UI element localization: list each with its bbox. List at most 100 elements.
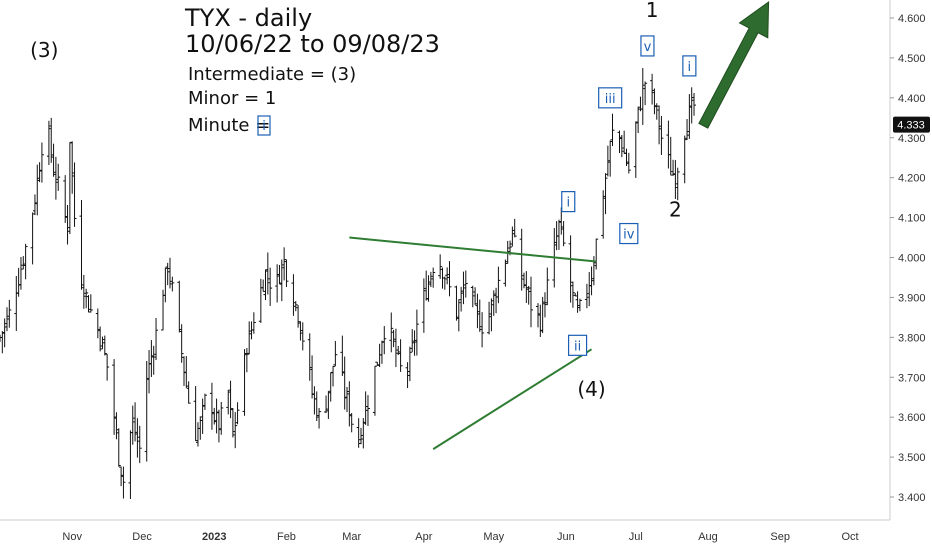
ohlc-bar	[135, 418, 140, 458]
ohlc-bar	[200, 398, 205, 434]
ohlc-bar	[603, 173, 608, 215]
ohlc-bar	[379, 340, 384, 364]
ohlc-bar	[326, 390, 331, 419]
ohlc-bar	[165, 262, 170, 286]
ohlc-bar	[37, 162, 42, 183]
ohlc-bar	[524, 271, 529, 303]
ohlc-bar	[624, 148, 629, 167]
ohlc-bar	[622, 130, 627, 154]
ohlc-bar	[398, 339, 403, 372]
ohlc-bar	[100, 336, 105, 350]
wave-label: iii	[605, 92, 616, 107]
ohlc-bar	[235, 402, 240, 425]
ohlc-bar	[424, 270, 429, 301]
ohlc-bar	[594, 238, 599, 270]
ohlc-bar	[512, 218, 517, 238]
ohlc-bar	[608, 140, 613, 177]
ohlc-bar	[407, 346, 412, 382]
ohlc-bar	[526, 285, 531, 305]
ohlc-bar	[324, 395, 329, 414]
ohlc-bar	[491, 290, 496, 316]
wave-label: ii	[574, 339, 581, 354]
ohlc-bar	[119, 466, 124, 487]
ohlc-bar	[137, 425, 142, 464]
x-tick-label: Sep	[770, 531, 790, 543]
ohlc-bar	[233, 412, 238, 449]
ohlc-bar	[7, 299, 12, 328]
ohlc-bar	[342, 356, 347, 410]
note-intermediate: Intermediate = (3)	[188, 64, 356, 85]
time-axis: Nov Dec 2023 Feb Mar Apr May Jun Jul Aug Sep Oct	[62, 531, 858, 543]
ohlc-bar	[282, 247, 287, 281]
trendline	[349, 236, 597, 263]
x-tick-label: Feb	[277, 531, 296, 543]
ohlc-bar	[480, 312, 485, 348]
y-tick-label: 4.000	[898, 253, 926, 265]
ohlc-bar	[144, 360, 149, 462]
ohlc-bar	[689, 87, 694, 124]
ohlc-bar	[331, 365, 336, 387]
y-tick-label: 4.200	[898, 173, 926, 185]
ohlc-bar	[251, 312, 256, 334]
ohlc-bar	[105, 353, 110, 381]
ohlc-bar	[575, 291, 580, 313]
ohlc-bar	[4, 307, 9, 332]
ohlc-bar	[447, 261, 452, 297]
ohlc-bar	[687, 94, 692, 139]
y-tick-label: 3.400	[898, 492, 926, 504]
ohlc-bar	[561, 221, 566, 247]
ohlc-bar	[314, 391, 319, 422]
ohlc-bar	[461, 271, 466, 305]
ohlc-bar	[154, 318, 159, 361]
y-tick-label: 4.600	[898, 13, 926, 25]
ohlc-bar	[293, 301, 298, 312]
ohlc-bar	[214, 398, 219, 434]
y-tick-label: 3.700	[898, 372, 926, 384]
ohlc-bar	[426, 275, 431, 302]
ohlc-bar	[636, 106, 641, 134]
ohlc-bar	[151, 345, 156, 375]
ohlc-bar	[53, 156, 58, 200]
ohlc-bar	[98, 326, 103, 352]
ohlc-bar	[49, 117, 54, 163]
ohlc-bar	[692, 92, 697, 116]
wave-label: (4)	[577, 377, 605, 401]
ohlc-bar	[601, 190, 606, 239]
ohlc-bar	[112, 359, 117, 435]
ohlc-bar	[0, 334, 2, 342]
ohlc-bar	[312, 386, 317, 415]
ohlc-bar	[279, 259, 284, 302]
ohlc-bar	[67, 141, 72, 235]
ohlc-bar	[349, 413, 354, 433]
ohlc-bar	[63, 175, 68, 223]
ohlc-bar	[258, 278, 263, 323]
ohlc-bar	[535, 303, 540, 328]
ohlc-bar	[473, 287, 478, 305]
price-axis: 4.600 4.500 4.400 4.300 4.200 4.100 4.000 3.900…	[890, 13, 926, 504]
ohlc-bar	[412, 330, 417, 356]
ohlc-bar	[179, 324, 184, 363]
ohlc-bar	[584, 283, 589, 309]
ohlc-bar	[675, 167, 680, 201]
ohlc-bar	[130, 405, 135, 445]
wave-label-box	[598, 87, 623, 109]
ohlc-bar	[496, 266, 501, 304]
y-tick-label: 3.800	[898, 332, 926, 344]
ohlc-bar	[375, 361, 380, 366]
ohlc-bar	[14, 276, 19, 331]
ohlc-bar	[587, 272, 592, 307]
ohlc-bar	[475, 293, 480, 329]
ohlc-bar	[35, 164, 40, 216]
ohlc-bar	[147, 350, 152, 394]
ohlc-bar	[442, 276, 447, 290]
ohlc-bar	[0, 331, 5, 354]
ohlc-bar	[277, 264, 282, 285]
ohlc-bar	[538, 304, 543, 337]
wave-label: v	[644, 40, 652, 55]
ohlc-bar	[298, 321, 303, 341]
ohlc-bar	[86, 295, 91, 313]
ohlc-bar	[284, 259, 289, 288]
ohlc-bar	[477, 299, 482, 332]
ohlc-bar	[382, 326, 387, 355]
ohlc-bar	[459, 286, 464, 312]
